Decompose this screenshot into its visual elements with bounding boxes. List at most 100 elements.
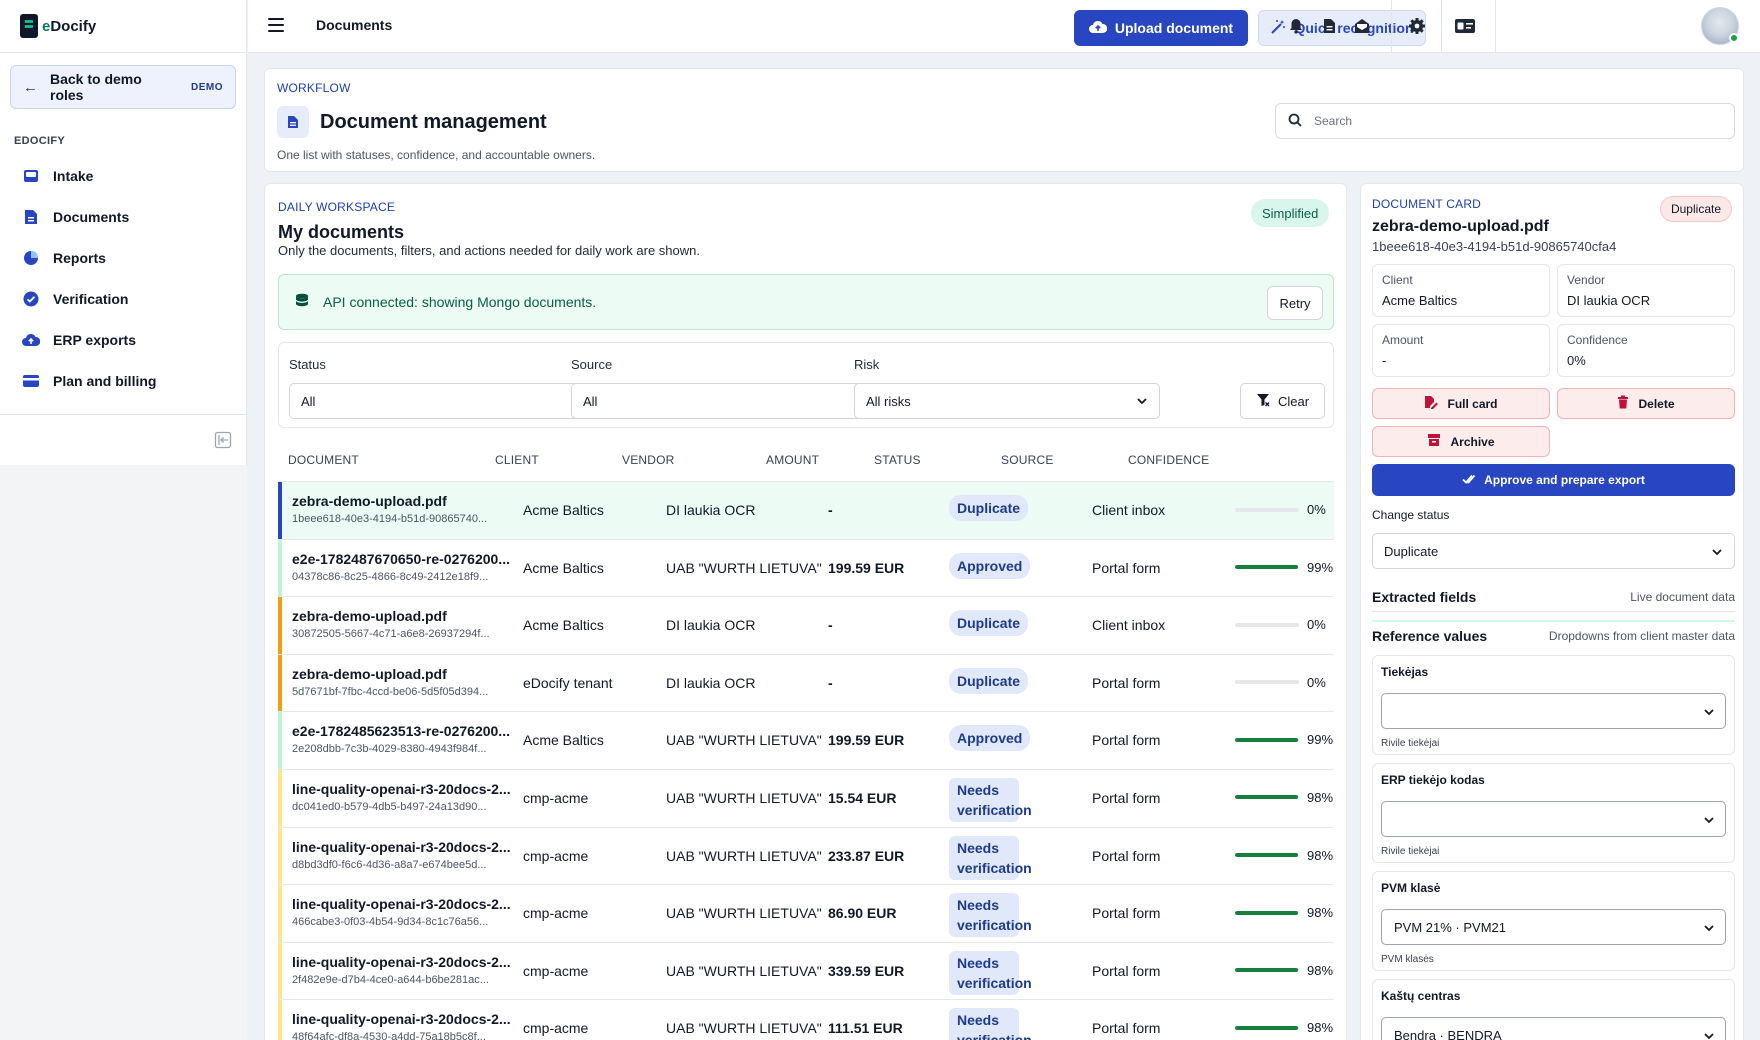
extracted-fields-hint: Live document data [1630, 589, 1735, 604]
table-row[interactable]: line-quality-openai-r3-20docs-2... 466cab… [278, 884, 1334, 942]
collapse-sidebar-icon[interactable] [214, 431, 232, 449]
full-card-button[interactable]: Full card [1372, 388, 1550, 419]
sidebar-item-plan-and-billing[interactable]: Plan and billing [0, 360, 247, 401]
source-cell: Client inbox [1092, 617, 1166, 634]
pie-chart-icon [22, 249, 40, 267]
amount-cell: 199.59 EUR [828, 559, 905, 576]
pvm-klase-select[interactable]: PVM 21% · PVM21 [1381, 909, 1726, 945]
row-status-bar [278, 827, 282, 885]
upload-button-label: Upload document [1114, 20, 1234, 36]
document-id: 30872505-5667-4c71-a6e8-26937294f... [292, 628, 490, 641]
risk-filter-select[interactable]: All risks [854, 383, 1160, 419]
menu-icon[interactable] [268, 18, 284, 32]
confidence-bar-fill [1235, 968, 1298, 973]
status-filter-select[interactable]: All [289, 383, 595, 419]
table-row[interactable]: line-quality-openai-r3-20docs-2... 2f482e… [278, 941, 1334, 1000]
document-card-id: 1beee618-40e3-4194-b51d-90865740cfa4 [1372, 239, 1617, 254]
document-name[interactable]: line-quality-openai-r3-20docs-2... [292, 838, 511, 855]
column-header-amount[interactable]: AMOUNT [766, 453, 820, 467]
erp-tiekejo-kodas-select[interactable] [1381, 801, 1726, 837]
column-header-vendor[interactable]: VENDOR [622, 453, 675, 467]
clear-filters-button[interactable]: Clear [1240, 383, 1325, 419]
id-card-icon[interactable] [1454, 16, 1476, 36]
confidence-bar [1235, 622, 1299, 627]
amount-cell: - [828, 502, 833, 518]
source-filter-select[interactable]: All [571, 383, 877, 419]
document-name[interactable]: zebra-demo-upload.pdf [292, 608, 447, 625]
column-header-client[interactable]: CLIENT [495, 453, 539, 467]
page-title: Document management [320, 111, 547, 133]
table-row[interactable]: line-quality-openai-r3-20docs-2... 48f64a… [278, 999, 1334, 1040]
reference-values-section[interactable]: Reference values Dropdowns from client m… [1372, 620, 1735, 650]
back-to-demo-roles-button[interactable]: ← Back to demo roles DEMO [10, 65, 236, 109]
bell-icon[interactable] [1286, 16, 1306, 36]
vendor-cell: UAB "WURTH LIETUVA" [666, 847, 822, 864]
row-status-bar [278, 597, 282, 654]
sidebar-item-reports[interactable]: Reports [0, 237, 247, 278]
table-row[interactable]: line-quality-openai-r3-20docs-2... dc041e… [278, 768, 1334, 827]
document-name[interactable]: line-quality-openai-r3-20docs-2... [292, 780, 511, 797]
documents-workspace: DAILY WORKSPACE My documents Only the do… [264, 183, 1347, 1040]
client-cell: cmp-acme [523, 847, 589, 864]
sidebar-item-verification[interactable]: Verification [0, 278, 247, 319]
table-row[interactable]: line-quality-openai-r3-20docs-2... d8bd3d… [278, 826, 1335, 885]
confidence-cell: 98% [1235, 848, 1335, 863]
sidebar-item-label: Intake [53, 167, 94, 184]
search-field[interactable] [1275, 103, 1735, 139]
extracted-fields-section[interactable]: Extracted fields Live document data [1372, 582, 1735, 612]
search-input[interactable] [1314, 114, 1714, 128]
document-name[interactable]: line-quality-openai-r3-20docs-2... [292, 1011, 511, 1028]
avatar[interactable] [1701, 7, 1739, 45]
document-name[interactable]: e2e-1782487670650-re-0276200... [292, 550, 510, 567]
table-row[interactable]: e2e-1782485623513-re-0276200... 2e208dbb-… [278, 711, 1334, 769]
confidence-value: 98% [1307, 789, 1334, 805]
document-name[interactable]: zebra-demo-upload.pdf [292, 493, 447, 509]
tiekejas-select[interactable] [1381, 693, 1726, 729]
column-header-source[interactable]: SOURCE [1001, 453, 1054, 467]
delete-button[interactable]: Delete [1557, 388, 1735, 419]
chevron-down-icon [1712, 549, 1722, 556]
sidebar-item-intake[interactable]: Intake [0, 155, 247, 196]
document-name[interactable]: line-quality-openai-r3-20docs-2... [292, 896, 511, 913]
document-name[interactable]: zebra-demo-upload.pdf [292, 665, 447, 682]
change-status-value: Duplicate [1384, 543, 1439, 559]
document-cell: e2e-1782485623513-re-0276200... 2e208dbb-… [292, 723, 512, 755]
document-id: 466cabe3-0f03-4b54-9d34-8c1c76a56... [292, 916, 489, 929]
breadcrumb: Documents [316, 17, 393, 33]
simplified-mode-badge[interactable]: Simplified [1251, 199, 1330, 227]
approve-and-export-button[interactable]: Approve and prepare export [1372, 464, 1735, 496]
sidebar-item-documents[interactable]: Documents [0, 196, 247, 237]
envelope-open-icon[interactable] [1352, 16, 1372, 36]
table-row[interactable]: zebra-demo-upload.pdf 5d7671bf-7fbc-4ccd-… [278, 653, 1334, 712]
kastu-centras-select[interactable]: Bendra · BENDRA [1381, 1017, 1726, 1040]
status-badge: Needs verification [949, 777, 1032, 822]
column-header-confidence[interactable]: CONFIDENCE [1128, 453, 1210, 467]
column-header-status[interactable]: STATUS [874, 453, 921, 467]
reference-field-tiekejas: Tiekėjas Rivile tiekėjai [1372, 655, 1735, 755]
file-icon[interactable] [1319, 16, 1339, 36]
vendor-cell: UAB "WURTH LIETUVA" [666, 962, 822, 979]
row-status-bar [278, 942, 282, 1000]
quick-recognition-button[interactable]: Quick recognition [1258, 10, 1426, 46]
column-header-document[interactable]: DOCUMENT [288, 453, 359, 467]
document-name[interactable]: line-quality-openai-r3-20docs-2... [292, 953, 511, 970]
table-row[interactable]: zebra-demo-upload.pdf 1beee618-40e3-4194-… [278, 481, 1334, 539]
brand[interactable]: eDocify [0, 0, 246, 53]
change-status-select[interactable]: Duplicate [1372, 533, 1735, 569]
vendor-field: Vendor DI laukia OCR [1557, 264, 1735, 317]
gear-icon[interactable] [1407, 16, 1427, 36]
archive-box-icon [1427, 433, 1441, 450]
archive-button[interactable]: Archive [1372, 426, 1550, 457]
upload-document-button[interactable]: Upload document [1074, 10, 1248, 46]
document-id: dc041ed0-b579-4db5-b497-24a13d90... [292, 800, 487, 813]
workspace-subtitle: Only the documents, filters, and actions… [278, 243, 700, 258]
amount-cell: 233.87 EUR [828, 847, 905, 864]
table-row[interactable]: e2e-1782487670650-re-0276200... 04378c86-… [278, 538, 1334, 597]
vendor-cell: UAB "WURTH LIETUVA" [666, 732, 822, 749]
table-row[interactable]: zebra-demo-upload.pdf 30872505-5667-4c71-… [278, 596, 1334, 654]
sidebar-item-label: Reports [53, 249, 106, 266]
document-id: 1beee618-40e3-4194-b51d-90865740... [292, 513, 488, 525]
sidebar-item-erp-exports[interactable]: ERP exports [0, 319, 247, 360]
retry-button[interactable]: Retry [1267, 286, 1323, 320]
document-name[interactable]: e2e-1782485623513-re-0276200... [292, 723, 510, 740]
